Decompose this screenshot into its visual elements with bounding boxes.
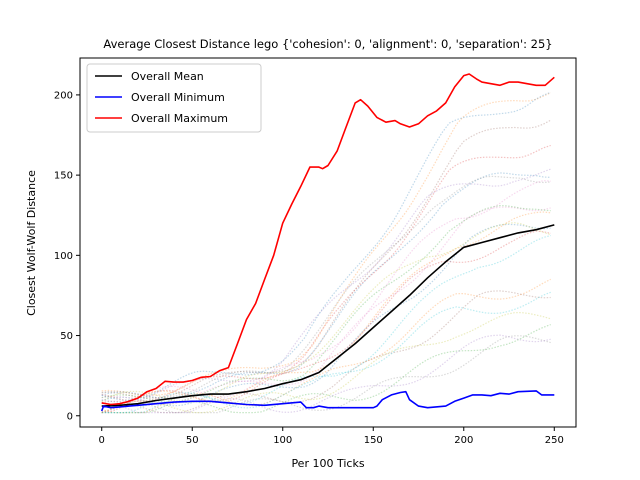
legend-box [86, 63, 262, 133]
run-line [101, 119, 551, 399]
run-line [101, 179, 551, 413]
background-run-lines [101, 91, 551, 414]
y-axis-ticks: 0 50 100 150 200 [54, 90, 80, 422]
y-tick-label: 50 [60, 331, 73, 342]
y-tick-label: 0 [67, 411, 73, 422]
legend-label: Overall Minimum [131, 91, 225, 104]
y-tick-label: 200 [54, 90, 73, 101]
run-line [101, 311, 551, 414]
chart-title: Average Closest Distance lego {'cohesion… [103, 37, 552, 51]
legend-label: Overall Mean [131, 70, 204, 83]
legend: Overall Mean Overall Minimum Overall Maxim… [86, 63, 262, 133]
run-line [101, 335, 551, 414]
run-line [101, 334, 551, 414]
run-line [101, 175, 551, 399]
run-line [101, 223, 551, 407]
series-lines [100, 73, 555, 412]
x-tick-label: 50 [186, 435, 199, 446]
run-line [101, 168, 551, 404]
series-line [100, 390, 555, 412]
run-line [101, 290, 551, 414]
run-line [101, 234, 551, 414]
y-axis-label: Closest Wolf-Wolf Distance [25, 170, 38, 316]
x-axis-ticks: 0 50 100 150 200 250 [99, 427, 564, 446]
series-line [101, 73, 555, 406]
run-line [101, 92, 551, 396]
x-axis-label: Per 100 Ticks [291, 457, 364, 470]
x-tick-label: 250 [545, 435, 564, 446]
run-line [101, 222, 551, 404]
x-tick-label: 150 [364, 435, 383, 446]
legend-label: Overall Maximum [131, 112, 228, 125]
y-tick-label: 150 [54, 171, 73, 182]
plot-area-frame [79, 57, 577, 428]
series-line [101, 224, 555, 407]
run-line [101, 206, 551, 405]
y-tick-label: 100 [54, 251, 73, 262]
run-line [101, 91, 551, 401]
x-tick-label: 100 [273, 435, 292, 446]
run-line [101, 324, 551, 414]
x-tick-label: 0 [99, 435, 105, 446]
x-tick-label: 200 [454, 435, 473, 446]
